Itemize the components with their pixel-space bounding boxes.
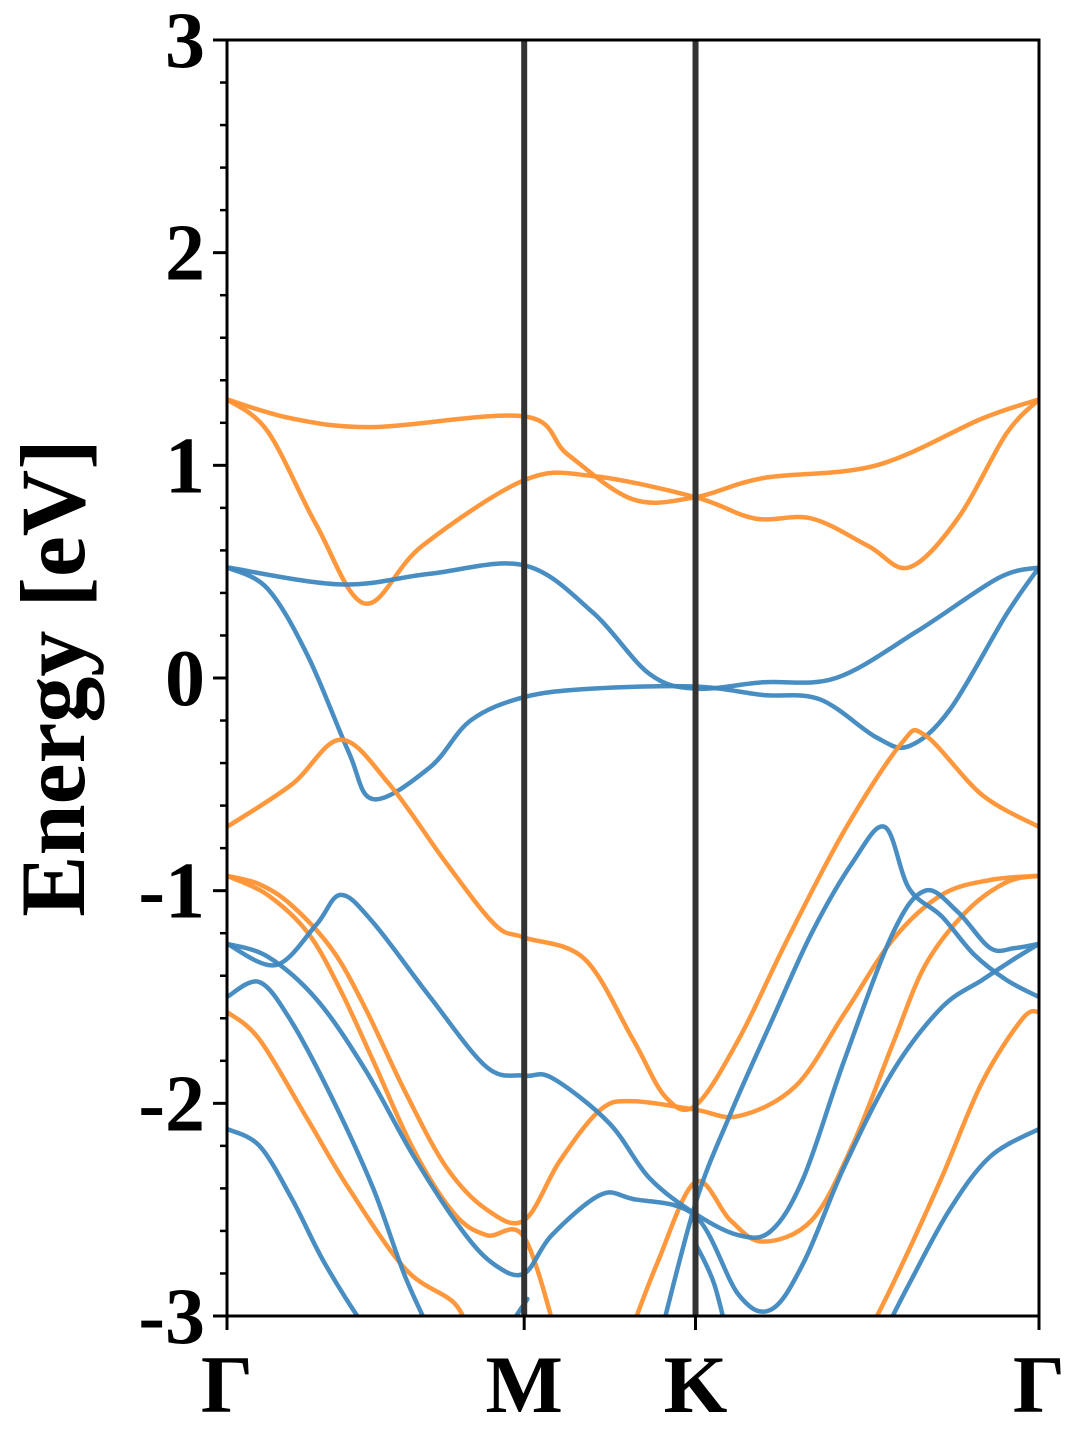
band-line-spin_a-3 bbox=[227, 565, 1039, 802]
band-line-spin_b-6 bbox=[227, 873, 554, 1316]
band-line-spin_a-12 bbox=[227, 979, 426, 1316]
band-lines bbox=[227, 397, 1039, 1316]
y-axis-label: Energy [eV] bbox=[2, 439, 104, 917]
x-tick-label-2: K bbox=[664, 1339, 728, 1430]
band-line-spin_b-9 bbox=[874, 1008, 1039, 1316]
band-line-spin_a-11 bbox=[227, 941, 1039, 1314]
y-axis-ticks: -3 -2 -1 0 1 2 3 bbox=[138, 0, 227, 1361]
band-line-spin_b-8 bbox=[227, 1009, 466, 1316]
band-line-spin_b-4 bbox=[227, 727, 1039, 1113]
band-line-spin_a-2 bbox=[227, 561, 1039, 692]
band-line-spin_a-17 bbox=[693, 1241, 726, 1316]
band-line-spin_a-10 bbox=[227, 887, 1039, 1240]
plot-frame bbox=[225, 38, 1041, 1318]
band-line-spin_a-13 bbox=[663, 824, 1039, 1316]
y-tick-label: 3 bbox=[165, 0, 205, 85]
y-tick-label: 1 bbox=[165, 422, 205, 510]
x-tick-label-0: Γ bbox=[201, 1339, 253, 1430]
high-symmetry-lines bbox=[521, 40, 699, 1316]
band-line-spin_b-1 bbox=[227, 397, 1039, 606]
band-line-spin_a-14 bbox=[227, 1126, 361, 1316]
y-tick-label: -1 bbox=[138, 848, 205, 936]
band-line-spin_b-0 bbox=[227, 397, 1039, 505]
y-tick-label: 0 bbox=[165, 635, 205, 723]
plot-background bbox=[227, 40, 1039, 1316]
x-tick-label-3: Γ bbox=[1013, 1339, 1065, 1430]
x-tick-label-1: M bbox=[485, 1339, 562, 1430]
y-tick-label: -2 bbox=[138, 1060, 205, 1148]
band-line-spin_a-15 bbox=[890, 1126, 1039, 1316]
y-tick-label: 2 bbox=[165, 210, 205, 298]
y-tick-label: -3 bbox=[138, 1273, 205, 1361]
